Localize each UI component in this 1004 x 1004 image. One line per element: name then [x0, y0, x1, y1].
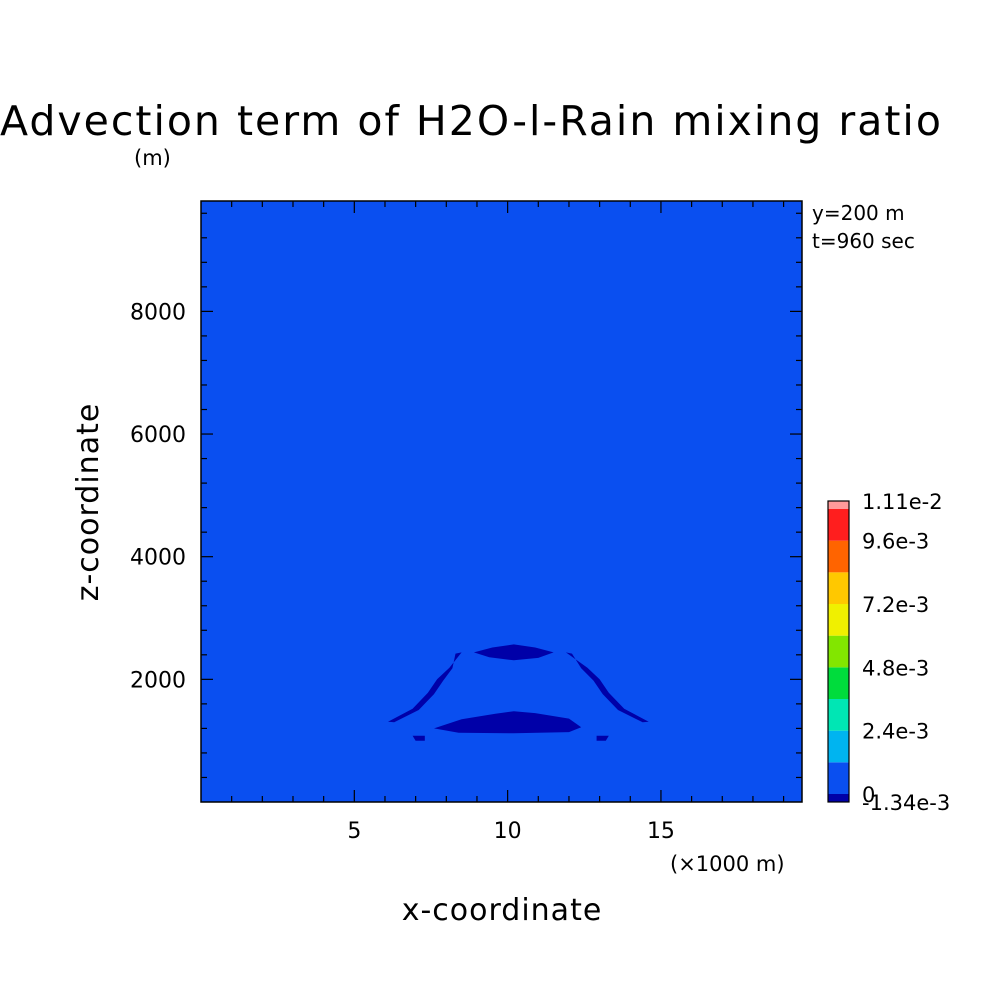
- colorbar-label: 4.8e-3: [862, 656, 929, 680]
- colorbar-band: [828, 572, 849, 604]
- upper-negative-lobe: [473, 644, 554, 661]
- colorbar-band: [828, 509, 849, 541]
- x-tick-label: 5: [347, 819, 361, 844]
- y-tick-labels: 2000 4000 6000 8000: [130, 300, 186, 693]
- annotation-y: y=200 m: [812, 201, 905, 225]
- lower-negative-lobe: [434, 711, 582, 734]
- colorbar: [827, 500, 850, 803]
- colorbar-band: [828, 635, 849, 668]
- colorbar-band: [828, 667, 849, 699]
- y-tick-label: 2000: [130, 668, 186, 693]
- colorbar-label: 9.6e-3: [862, 530, 929, 554]
- y-tick-label: 6000: [130, 423, 186, 448]
- annotation-t: t=960 sec: [812, 229, 915, 253]
- y-tick-label: 4000: [130, 546, 186, 571]
- contour-regions: [388, 644, 649, 741]
- colorbar-label: 7.2e-3: [862, 593, 929, 617]
- x-tick-label: 15: [647, 819, 675, 844]
- minor-ticks: [201, 201, 802, 802]
- colorbar-band: [828, 762, 849, 794]
- colorbar-label: 1.11e-2: [862, 490, 943, 514]
- x-tick-labels: 5 10 15: [347, 819, 675, 844]
- colorbar-label: -1.34e-3: [862, 791, 950, 815]
- y-axis-label: z-coordinate: [71, 403, 106, 602]
- colorbar-band: [828, 699, 849, 731]
- right-arc-band: [565, 652, 649, 723]
- colorbar-labels: 1.11e-2 9.6e-3 7.2e-3 4.8e-3 2.4e-3 0-1.34e-3: [862, 490, 950, 815]
- colorbar-band: [828, 540, 849, 573]
- x-tick-label: 10: [494, 819, 522, 844]
- chart-title: Advection term of H2O-l-Rain mixing rati…: [0, 97, 943, 145]
- colorbar-band: [828, 501, 849, 509]
- colorbar-band: [828, 730, 849, 763]
- title-unit: (m): [134, 146, 171, 170]
- colorbar-label: 0: [862, 783, 875, 807]
- x-unit: (×1000 m): [670, 852, 785, 876]
- colorbar-label: 2.4e-3: [862, 720, 929, 744]
- plot-area: [201, 201, 802, 802]
- colorbar-band: [828, 604, 849, 636]
- x-axis-label: x-coordinate: [402, 893, 603, 928]
- colorbar-band: [828, 794, 849, 802]
- major-ticks: [201, 201, 802, 802]
- left-bottom-spot: [412, 735, 425, 741]
- right-bottom-spot: [596, 735, 609, 741]
- plot-frame: [200, 200, 803, 803]
- y-tick-label: 8000: [130, 300, 186, 325]
- colorbar-frame: [827, 500, 850, 803]
